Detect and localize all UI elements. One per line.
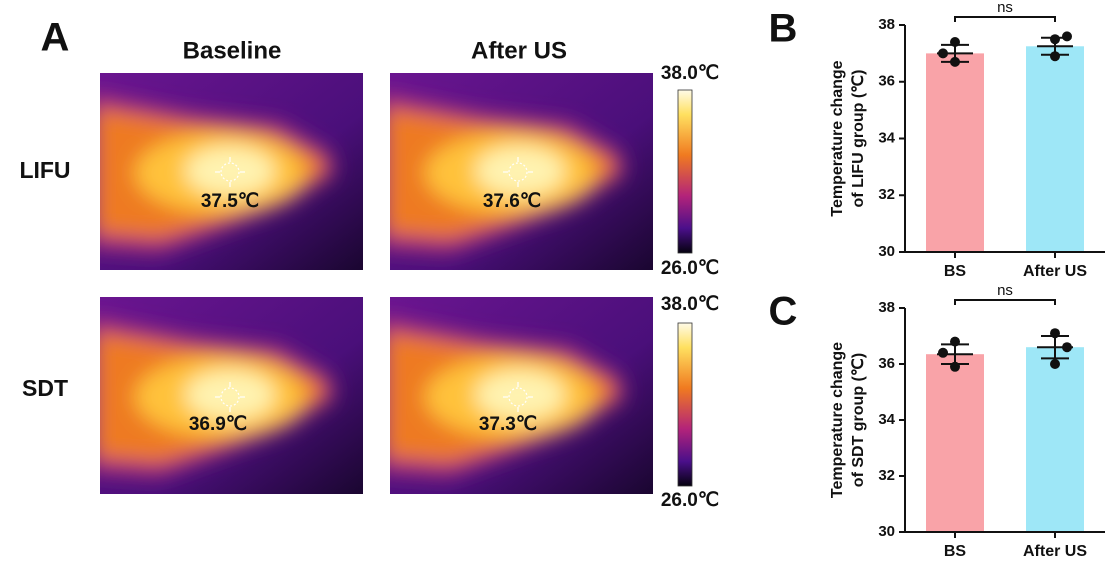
data-point <box>938 48 948 59</box>
row-label: LIFU <box>19 157 70 183</box>
significance-bracket <box>954 299 1056 305</box>
significance-label: ns <box>997 0 1013 16</box>
y-tick-label: 38 <box>878 16 895 33</box>
y-tick-label: 30 <box>878 243 895 260</box>
color-bar-min: 26.0℃ <box>661 490 719 511</box>
thermal-image <box>380 297 653 494</box>
y-tick-label: 34 <box>878 411 895 428</box>
x-tick-label: After US <box>1023 263 1087 280</box>
thermal-image <box>380 73 653 270</box>
panel-label: C <box>769 290 798 334</box>
significance-label: ns <box>997 282 1013 299</box>
color-bar-max: 38.0℃ <box>661 294 719 315</box>
temperature-reading: 37.3℃ <box>479 414 537 435</box>
data-point <box>1050 359 1060 369</box>
color-bar <box>677 89 693 254</box>
bar <box>926 53 984 252</box>
color-bar <box>677 322 693 487</box>
color-bar-min: 26.0℃ <box>661 258 719 279</box>
data-point <box>950 361 960 372</box>
data-point <box>950 37 960 48</box>
data-point <box>1050 34 1060 45</box>
temperature-reading: 36.9℃ <box>189 414 247 435</box>
bar <box>926 354 984 532</box>
x-tick-label: After US <box>1023 543 1087 560</box>
y-tick-label: 34 <box>878 129 895 146</box>
data-point <box>1050 328 1060 339</box>
row-label: SDT <box>22 375 68 401</box>
y-tick-label: 32 <box>878 186 895 203</box>
x-tick-label: BS <box>944 263 967 280</box>
x-tick-label: BS <box>944 543 967 560</box>
y-tick-label: 36 <box>878 355 895 372</box>
y-tick-label: 32 <box>878 467 895 484</box>
y-axis-label: of LIFU group (℃) <box>850 70 867 208</box>
column-header: Baseline <box>183 37 282 64</box>
panel-label: B <box>769 7 798 51</box>
significance-bracket <box>954 16 1056 22</box>
bar <box>1026 46 1084 252</box>
y-tick-label: 36 <box>878 73 895 90</box>
thermal-image <box>90 297 363 494</box>
temperature-reading: 37.6℃ <box>483 191 541 212</box>
data-point <box>1050 51 1060 62</box>
column-header: After US <box>471 37 567 64</box>
y-tick-label: 30 <box>878 523 895 540</box>
y-axis-label: of SDT group (℃) <box>850 353 867 487</box>
data-point <box>950 56 960 67</box>
data-point <box>938 347 948 358</box>
y-axis-label: Temperature change <box>829 342 846 498</box>
color-bar-max: 38.0℃ <box>661 63 719 84</box>
y-axis-label: Temperature change <box>829 60 846 216</box>
panel-label: A <box>41 16 70 60</box>
data-point <box>950 336 960 347</box>
bar <box>1026 347 1084 532</box>
temperature-reading: 37.5℃ <box>201 191 259 212</box>
y-tick-label: 38 <box>878 299 895 316</box>
data-point <box>1062 31 1072 42</box>
thermal-image <box>90 73 363 270</box>
data-point <box>1062 342 1072 353</box>
